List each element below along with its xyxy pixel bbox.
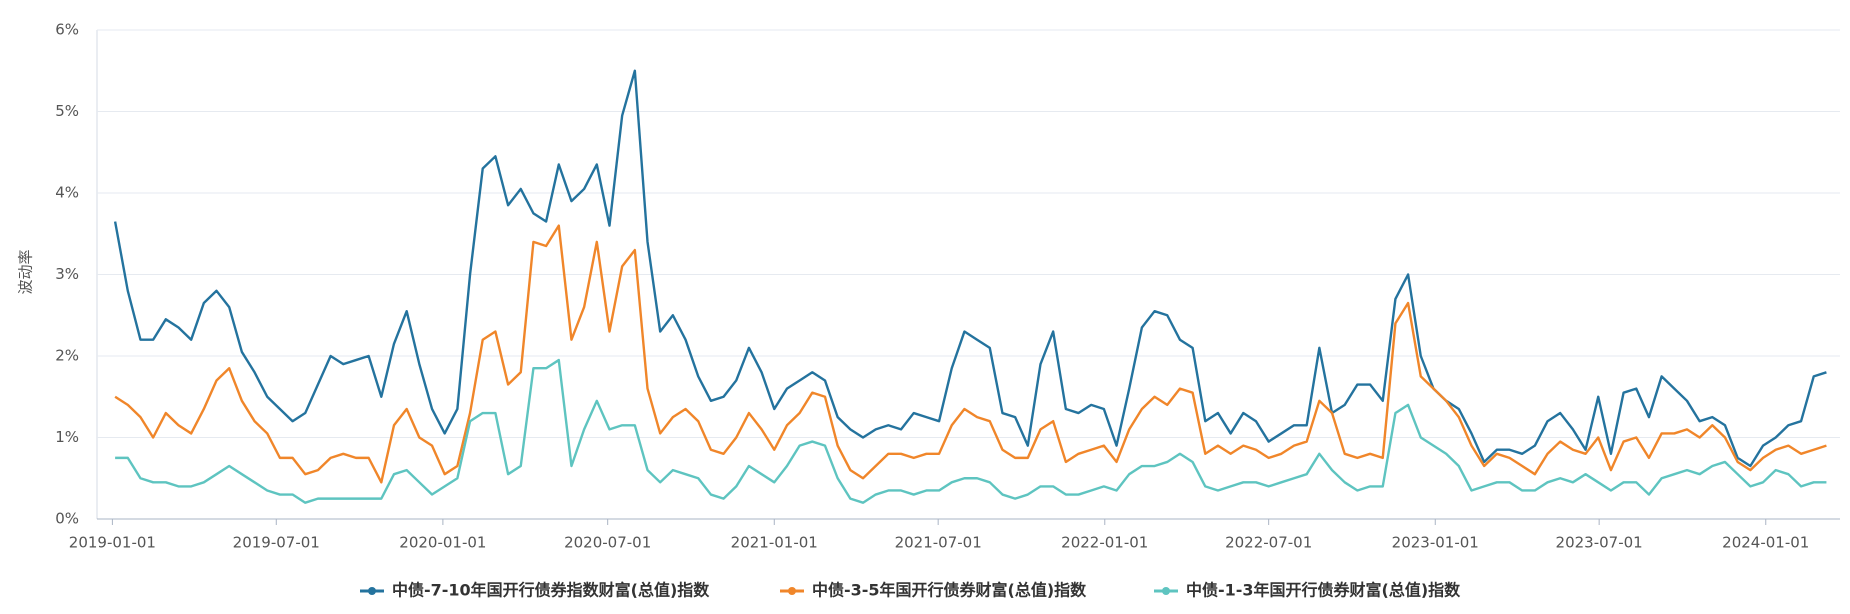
x-tick-label: 2019-01-01 [69, 534, 156, 552]
x-tick-label: 2022-01-01 [1061, 534, 1148, 552]
legend-item[interactable]: 中债-1-3年国开行债券财富(总值)指数 [1154, 581, 1461, 600]
legend-marker [368, 587, 376, 595]
y-axis-label: 波动率 [17, 249, 35, 294]
x-tick-label: 2023-01-01 [1392, 534, 1479, 552]
series-line [114, 224, 1827, 484]
legend-text: 中债-7-10年国开行债券指数财富(总值)指数 [392, 581, 710, 600]
y-tick-label: 0% [55, 510, 79, 528]
y-tick-label: 6% [55, 21, 79, 39]
x-tick-label: 2021-07-01 [895, 534, 982, 552]
x-tick-label: 2020-01-01 [399, 534, 486, 552]
y-tick-label: 5% [55, 102, 79, 120]
legend-marker [1162, 587, 1170, 595]
y-tick-label: 4% [55, 184, 79, 202]
x-tick-label: 2020-07-01 [564, 534, 651, 552]
y-tick-label: 3% [55, 265, 79, 283]
legend-marker [788, 587, 796, 595]
legend-text: 中债-3-5年国开行债券财富(总值)指数 [812, 581, 1087, 600]
x-tick-label: 2022-07-01 [1225, 534, 1312, 552]
legend-text: 中债-1-3年国开行债券财富(总值)指数 [1186, 581, 1461, 600]
series-line [113, 69, 1827, 468]
y-tick-label: 1% [55, 428, 79, 446]
x-tick-label: 2023-07-01 [1556, 534, 1643, 552]
legend-item[interactable]: 中债-3-5年国开行债券财富(总值)指数 [780, 581, 1087, 600]
y-tick-label: 2% [55, 347, 79, 365]
x-tick-label: 2024-01-01 [1722, 534, 1809, 552]
series-line [115, 358, 1827, 504]
legend-item[interactable]: 中债-7-10年国开行债券指数财富(总值)指数 [360, 581, 710, 600]
x-tick-label: 2021-01-01 [731, 534, 818, 552]
x-tick-label: 2019-07-01 [233, 534, 320, 552]
